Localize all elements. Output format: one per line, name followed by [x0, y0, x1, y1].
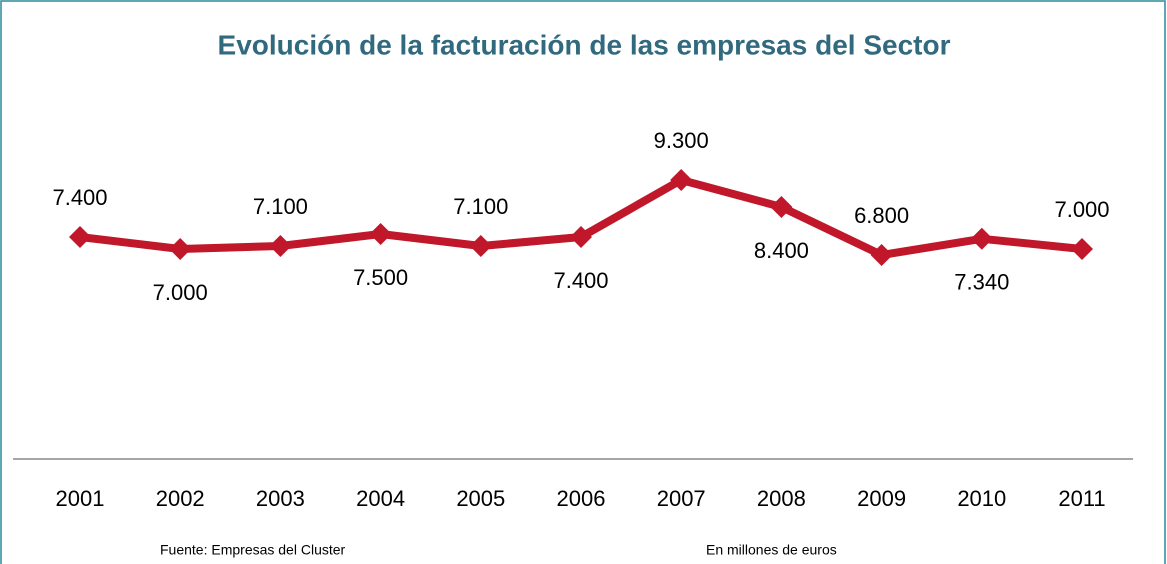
- data-point: [970, 227, 993, 250]
- data-point: [369, 223, 392, 245]
- data-label: 8.400: [754, 238, 809, 263]
- data-label: 7.000: [153, 280, 208, 305]
- data-label: 7.100: [453, 194, 508, 219]
- x-tick-label: 2002: [156, 486, 205, 511]
- data-label: 9.300: [654, 128, 709, 153]
- x-tick-label: 2005: [456, 486, 505, 511]
- data-point: [269, 235, 292, 257]
- x-tick-label: 2010: [957, 486, 1006, 511]
- chart-title: Evolución de la facturación de las empre…: [218, 29, 951, 60]
- x-tick-label: 2001: [56, 486, 105, 511]
- data-label: 7.100: [253, 194, 308, 219]
- data-point: [870, 244, 893, 266]
- data-point: [770, 196, 793, 218]
- data-label: 7.400: [553, 268, 608, 293]
- x-tick-label: 2009: [857, 486, 906, 511]
- source-note: Fuente: Empresas del Cluster: [160, 542, 346, 558]
- data-label: 7.500: [353, 265, 408, 290]
- x-tick-label: 2006: [557, 486, 606, 511]
- data-label: 7.000: [1054, 197, 1109, 222]
- data-point: [1071, 238, 1093, 260]
- data-label: 6.800: [854, 203, 909, 228]
- data-label: 7.340: [954, 270, 1009, 295]
- data-point: [69, 226, 91, 248]
- x-tick-label: 2004: [356, 486, 405, 511]
- data-point: [670, 169, 693, 191]
- x-tick-label: 2008: [757, 486, 806, 511]
- x-tick-label: 2007: [657, 486, 706, 511]
- data-point: [570, 226, 592, 248]
- data-point: [169, 238, 192, 260]
- unit-note: En millones de euros: [706, 542, 837, 558]
- data-point: [469, 235, 492, 257]
- x-tick-label: 2011: [1058, 486, 1105, 511]
- data-label: 7.400: [52, 185, 107, 210]
- x-tick-label: 2003: [256, 486, 305, 511]
